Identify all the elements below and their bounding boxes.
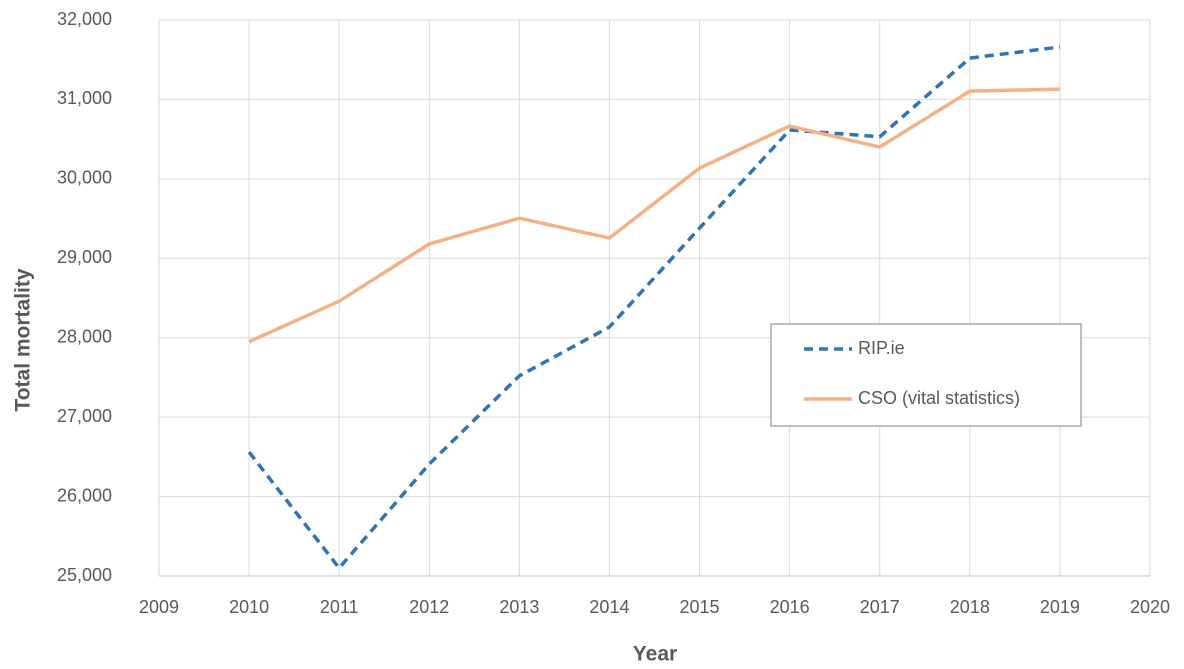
series-line [247, 45, 1061, 570]
x-tick-label: 2020 [1130, 597, 1170, 617]
y-tick-label: 29,000 [57, 247, 112, 267]
x-tick-label: 2011 [320, 597, 359, 617]
x-tick-label: 2009 [139, 597, 179, 617]
y-tick-label: 32,000 [57, 9, 112, 29]
y-tick-label: 31,000 [57, 88, 112, 108]
legend-label: RIP.ie [858, 338, 905, 358]
y-axis-title: Total mortality [12, 268, 35, 411]
legend-box [770, 323, 1082, 427]
y-tick-label: 30,000 [57, 168, 112, 188]
series-line [248, 87, 1060, 344]
y-tick-label: 27,000 [57, 406, 112, 426]
x-tick-label: 2015 [680, 597, 720, 617]
x-tick-label: 2016 [770, 597, 810, 617]
x-tick-label: 2019 [1040, 597, 1080, 617]
x-tick-label: 2012 [409, 597, 449, 617]
x-tick-label: 2017 [860, 597, 900, 617]
y-tick-label: 26,000 [57, 485, 112, 505]
x-axis-title: Year [633, 643, 677, 666]
x-tick-label: 2013 [499, 597, 539, 617]
y-tick-label: 28,000 [57, 326, 112, 346]
legend-label: CSO (vital statistics) [858, 388, 1020, 408]
x-tick-label: 2018 [950, 597, 990, 617]
x-tick-label: 2014 [589, 597, 629, 617]
x-tick-label: 2010 [229, 597, 269, 617]
y-tick-label: 25,000 [57, 565, 112, 585]
